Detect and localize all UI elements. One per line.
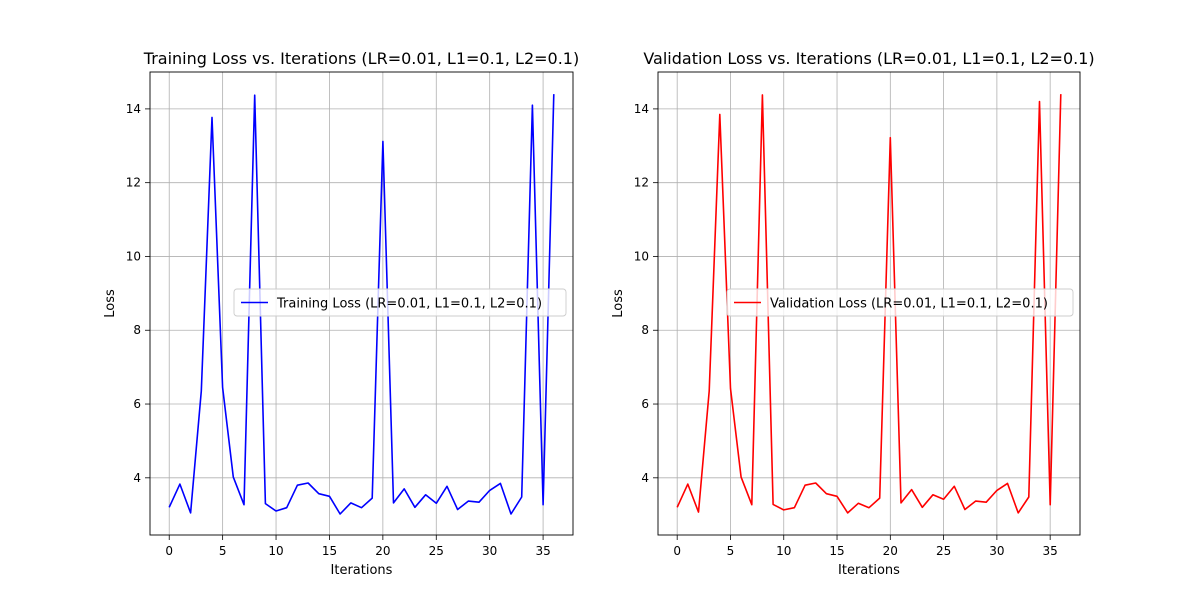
validation-x-tick-label: 30	[989, 544, 1004, 558]
training-chart-title: Training Loss vs. Iterations (LR=0.01, L…	[143, 49, 579, 68]
training-x-tick-label: 20	[375, 544, 390, 558]
training-x-axis-label: Iterations	[331, 563, 393, 578]
training-y-axis-label: Loss	[103, 289, 118, 318]
validation-x-tick-label: 20	[883, 544, 898, 558]
validation-chart-title: Validation Loss vs. Iterations (LR=0.01,…	[643, 49, 1094, 68]
validation-x-tick-label: 15	[829, 544, 844, 558]
training-x-tick-label: 25	[429, 544, 444, 558]
validation-y-tick-label: 6	[641, 397, 649, 411]
training-y-tick-label: 12	[126, 176, 141, 190]
validation-x-tick-label: 10	[776, 544, 791, 558]
training-y-tick-label: 4	[133, 471, 141, 485]
training-x-tick-label: 15	[322, 544, 337, 558]
validation-loss-line	[676, 94, 1062, 514]
training-legend-box	[233, 288, 567, 317]
training-x-tick-label: 10	[268, 544, 283, 558]
validation-y-tick-label: 14	[634, 102, 649, 116]
training-y-tick-label: 8	[133, 323, 141, 337]
training-legend-label: Training Loss (LR=0.01, L1=0.1, L2=0.1)	[276, 297, 542, 312]
training-y-tick-label: 14	[126, 102, 141, 116]
training-loss-panel: Training Loss vs. Iterations (LR=0.01, L…	[103, 49, 579, 578]
training-axes-frame	[149, 71, 574, 536]
validation-y-tick-label: 12	[634, 176, 649, 190]
validation-x-tick-label: 0	[673, 544, 681, 558]
validation-axes-frame	[657, 71, 1081, 536]
validation-x-tick-label: 5	[727, 544, 735, 558]
training-x-tick-label: 0	[165, 544, 173, 558]
validation-x-tick-label: 25	[936, 544, 951, 558]
validation-x-axis-label: Iterations	[838, 563, 900, 578]
validation-legend-label: Validation Loss (LR=0.01, L1=0.1, L2=0.1…	[770, 297, 1048, 312]
validation-loss-panel: Validation Loss vs. Iterations (LR=0.01,…	[611, 49, 1095, 578]
validation-y-tick-label: 4	[641, 471, 649, 485]
training-x-tick-label: 30	[482, 544, 497, 558]
validation-legend-box	[726, 288, 1074, 317]
training-y-tick-label: 10	[126, 249, 141, 263]
training-y-tick-label: 6	[133, 397, 141, 411]
validation-x-tick-label: 35	[1043, 544, 1058, 558]
validation-y-tick-label: 8	[641, 323, 649, 337]
validation-y-tick-label: 10	[634, 249, 649, 263]
training-loss-line	[168, 94, 555, 515]
training-x-tick-label: 5	[219, 544, 227, 558]
training-x-tick-label: 35	[535, 544, 550, 558]
validation-y-axis-label: Loss	[611, 289, 626, 318]
